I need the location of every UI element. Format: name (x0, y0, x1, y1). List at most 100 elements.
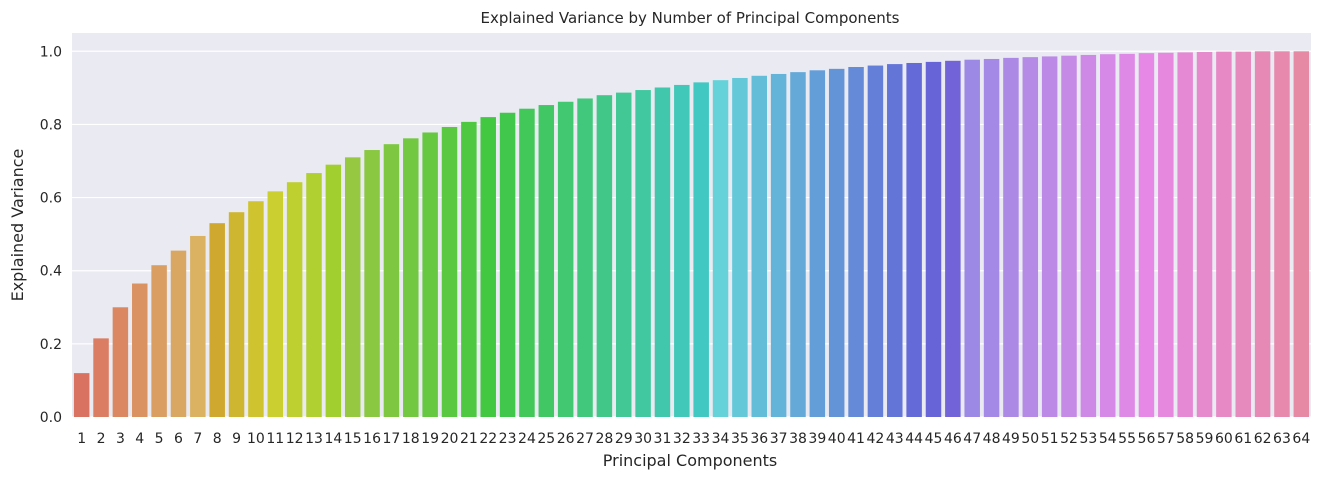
bar (1138, 53, 1155, 417)
bar (828, 68, 845, 417)
x-tick-label: 33 (692, 431, 710, 447)
x-tick-label: 62 (1254, 431, 1272, 447)
y-tick-label: 1.0 (40, 44, 62, 60)
x-tick-label: 24 (518, 431, 536, 447)
x-axis-ticks: 1 2 3 4 5 6 7 8 9 10 11 12 13 14 15 16 17 18 19 20 21 22 23 24 2… (77, 431, 1310, 447)
x-tick-label: 44 (905, 431, 923, 447)
bar (519, 108, 535, 418)
x-tick-label: 41 (847, 431, 865, 447)
x-tick-label: 54 (1099, 431, 1117, 447)
bar (286, 182, 303, 417)
x-tick-label: 4 (135, 431, 144, 447)
bar (190, 235, 206, 417)
bar (732, 77, 748, 418)
x-tick-label: 21 (460, 431, 478, 447)
bar (461, 121, 477, 418)
x-tick-label: 30 (634, 431, 652, 447)
x-tick-label: 45 (925, 431, 943, 447)
x-tick-label: 57 (1157, 431, 1175, 447)
bar (93, 338, 109, 417)
bar (1196, 52, 1213, 417)
x-tick-label: 18 (402, 431, 420, 447)
bar (1003, 57, 1019, 418)
x-tick-label: 39 (808, 431, 826, 447)
x-tick-label: 46 (944, 431, 962, 447)
bar (1041, 56, 1058, 418)
x-tick-label: 1 (77, 431, 86, 447)
x-tick-label: 17 (383, 431, 401, 447)
x-axis-label: Principal Components (603, 451, 778, 470)
x-tick-label: 36 (750, 431, 768, 447)
x-tick-label: 19 (421, 431, 439, 447)
bar (712, 80, 729, 418)
x-tick-label: 11 (266, 431, 284, 447)
bar (1061, 55, 1077, 417)
x-tick-label: 13 (305, 431, 323, 447)
x-tick-label: 16 (363, 431, 381, 447)
bar (557, 101, 574, 418)
bar (693, 82, 709, 417)
bar (1119, 53, 1135, 418)
bar (887, 64, 903, 417)
x-tick-label: 47 (963, 431, 981, 447)
bar (635, 90, 651, 418)
x-tick-label: 37 (770, 431, 788, 447)
bar (925, 61, 942, 418)
x-tick-label: 52 (1060, 431, 1078, 447)
bar (1274, 51, 1290, 418)
bar (983, 58, 1000, 418)
y-axis-ticks: 0.0 0.2 0.4 0.6 0.8 1.0 (40, 44, 62, 426)
x-tick-label: 12 (286, 431, 304, 447)
bar (770, 73, 787, 418)
bar (809, 70, 826, 417)
bar (751, 75, 768, 417)
bar (422, 132, 438, 417)
x-tick-label: 15 (344, 431, 362, 447)
bar (403, 138, 419, 417)
y-tick-label: 0.0 (40, 410, 62, 426)
bar (1293, 51, 1310, 418)
x-tick-label: 22 (479, 431, 497, 447)
x-tick-label: 32 (673, 431, 691, 447)
bar (364, 150, 380, 417)
x-tick-label: 8 (213, 431, 222, 447)
bar (615, 92, 632, 418)
bar (441, 126, 458, 417)
bar (1099, 54, 1116, 418)
x-tick-label: 40 (828, 431, 846, 447)
bar (112, 307, 129, 417)
x-tick-label: 27 (576, 431, 594, 447)
bar (596, 95, 613, 418)
x-tick-label: 28 (595, 431, 613, 447)
x-tick-label: 23 (499, 431, 517, 447)
x-tick-label: 35 (731, 431, 749, 447)
y-axis-label: Explained Variance (8, 149, 27, 302)
bar (848, 67, 864, 418)
bar (383, 144, 400, 418)
chart-title: Explained Variance by Number of Principa… (481, 9, 900, 27)
bar (132, 283, 148, 417)
bars (73, 51, 1310, 418)
bar (790, 72, 806, 417)
bar (906, 62, 922, 417)
x-tick-label: 43 (886, 431, 904, 447)
x-tick-label: 14 (324, 431, 342, 447)
bar (1254, 51, 1271, 418)
bar (499, 112, 516, 418)
bar (1177, 52, 1193, 417)
x-tick-label: 20 (441, 431, 459, 447)
x-tick-label: 63 (1273, 431, 1291, 447)
x-tick-label: 59 (1196, 431, 1214, 447)
bar (964, 59, 980, 417)
x-tick-label: 49 (1002, 431, 1020, 447)
y-tick-label: 0.6 (40, 191, 62, 207)
bar (654, 87, 671, 418)
bar (1235, 51, 1251, 417)
bar (325, 164, 342, 417)
bar (867, 65, 884, 417)
bar (945, 60, 961, 418)
bar (170, 250, 187, 417)
y-tick-label: 0.2 (40, 337, 62, 353)
x-tick-label: 61 (1234, 431, 1252, 447)
